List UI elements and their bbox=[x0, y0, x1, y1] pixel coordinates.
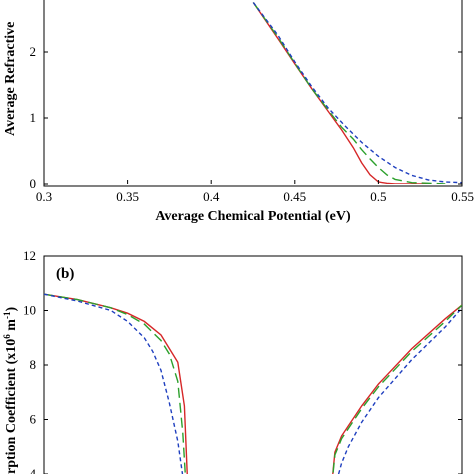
panel-b-y-axis-label-end: ) bbox=[4, 307, 19, 312]
panel-a-x-tick-label: 0.5 bbox=[370, 189, 386, 204]
panel-b-y-tick-label: 8 bbox=[30, 357, 37, 372]
panel-b: 4 6 8 10 12 (b) rption Coefficient (x106 m-1… bbox=[2, 248, 462, 474]
panel-a-y-tick-label: 1 bbox=[30, 110, 37, 125]
panel-b-y-axis-label-main: rption Coefficient (x10 bbox=[4, 339, 19, 474]
panel-b-y-tick-label: 10 bbox=[23, 303, 36, 318]
panel-b-y-tick-label: 12 bbox=[23, 248, 36, 263]
panel-a-y-tick-label: 0 bbox=[30, 176, 37, 191]
panel-b-y-axis-label-mid: m bbox=[4, 319, 19, 335]
panel-a-x-tick-label: 0.3 bbox=[36, 189, 52, 204]
panel-a-plot-area bbox=[44, 0, 462, 186]
panel-a-y-axis-label: Average Refractive bbox=[3, 22, 18, 136]
panel-a-x-tick-label: 0.55 bbox=[451, 189, 474, 204]
panel-a-y-tick-label: 2 bbox=[30, 44, 37, 59]
panel-a-x-axis-label: Average Chemical Potential (eV) bbox=[155, 209, 351, 224]
panel-b-label: (b) bbox=[56, 266, 74, 282]
panel-a: 0.3 0.35 0.4 0.45 0.5 0.55 0 1 2 Average Chemic… bbox=[3, 0, 474, 224]
panel-b-y-tick-label: 4 bbox=[30, 466, 37, 474]
panel-a-x-tick-label: 0.35 bbox=[116, 189, 139, 204]
panel-a-x-tick-label: 0.45 bbox=[283, 189, 306, 204]
panel-a-x-tick-label: 0.4 bbox=[203, 189, 220, 204]
panel-b-y-axis-label: rption Coefficient (x106 m-1) bbox=[2, 307, 19, 474]
panel-b-y-tick-label: 6 bbox=[30, 412, 37, 427]
